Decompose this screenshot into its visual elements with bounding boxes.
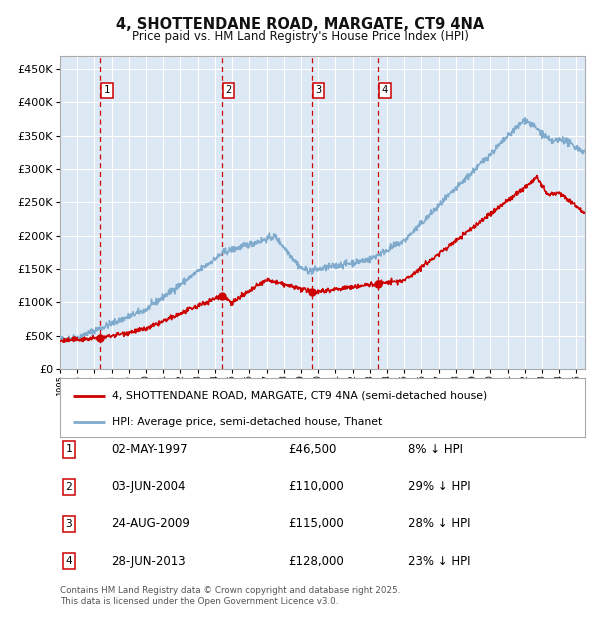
- Text: 23% ↓ HPI: 23% ↓ HPI: [408, 555, 470, 567]
- Text: 8% ↓ HPI: 8% ↓ HPI: [408, 443, 463, 456]
- Text: 28% ↓ HPI: 28% ↓ HPI: [408, 518, 470, 530]
- Text: 1: 1: [65, 445, 73, 454]
- Text: £128,000: £128,000: [288, 555, 344, 567]
- Text: 4: 4: [65, 556, 73, 566]
- Text: 24-AUG-2009: 24-AUG-2009: [111, 518, 190, 530]
- Text: 28-JUN-2013: 28-JUN-2013: [111, 555, 185, 567]
- Text: £46,500: £46,500: [288, 443, 337, 456]
- Text: 3: 3: [65, 519, 73, 529]
- Text: 4, SHOTTENDANE ROAD, MARGATE, CT9 4NA (semi-detached house): 4, SHOTTENDANE ROAD, MARGATE, CT9 4NA (s…: [113, 391, 488, 401]
- Text: 4, SHOTTENDANE ROAD, MARGATE, CT9 4NA: 4, SHOTTENDANE ROAD, MARGATE, CT9 4NA: [116, 17, 484, 32]
- Text: 3: 3: [316, 86, 322, 95]
- Text: 2: 2: [226, 86, 232, 95]
- Text: 2: 2: [65, 482, 73, 492]
- Text: 1: 1: [104, 86, 110, 95]
- Text: Contains HM Land Registry data © Crown copyright and database right 2025.: Contains HM Land Registry data © Crown c…: [60, 586, 400, 595]
- Text: Price paid vs. HM Land Registry's House Price Index (HPI): Price paid vs. HM Land Registry's House …: [131, 30, 469, 43]
- Text: 29% ↓ HPI: 29% ↓ HPI: [408, 480, 470, 493]
- Text: £110,000: £110,000: [288, 480, 344, 493]
- Text: £115,000: £115,000: [288, 518, 344, 530]
- Text: 02-MAY-1997: 02-MAY-1997: [111, 443, 188, 456]
- Text: 4: 4: [382, 86, 388, 95]
- Text: This data is licensed under the Open Government Licence v3.0.: This data is licensed under the Open Gov…: [60, 597, 338, 606]
- Text: HPI: Average price, semi-detached house, Thanet: HPI: Average price, semi-detached house,…: [113, 417, 383, 427]
- Text: 03-JUN-2004: 03-JUN-2004: [111, 480, 185, 493]
